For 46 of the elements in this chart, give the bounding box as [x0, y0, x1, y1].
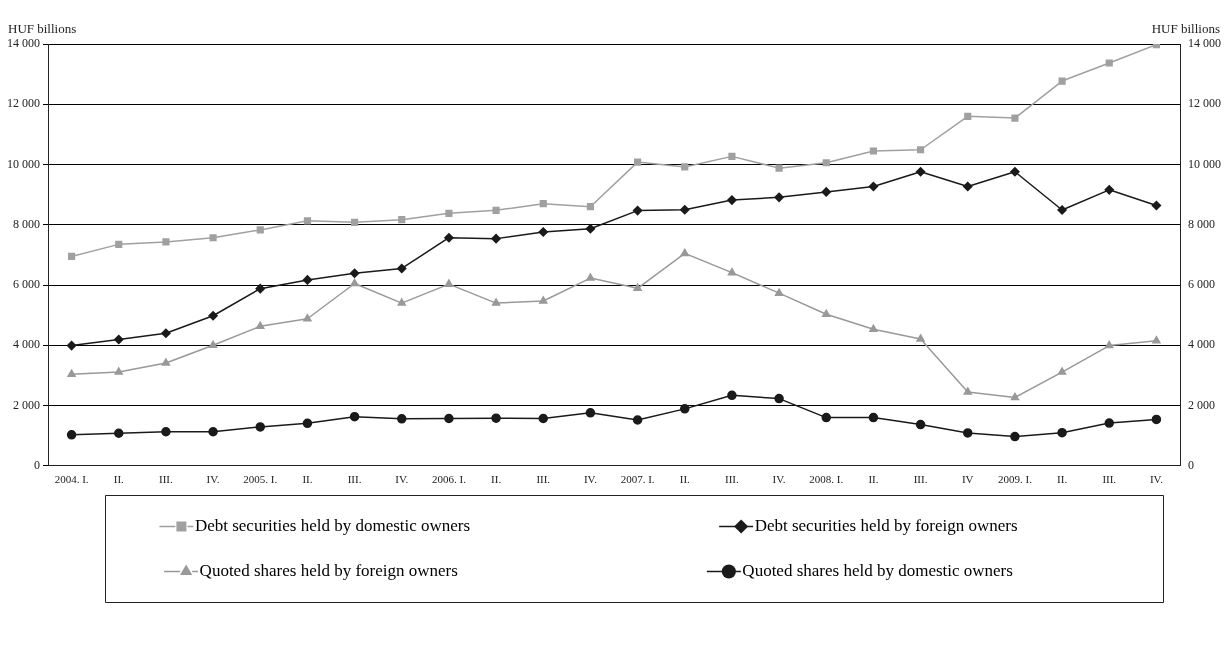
x-tick-label: II.: [679, 473, 691, 486]
x-tick-label: IV.: [583, 473, 598, 486]
x-tick-label: II.: [1057, 473, 1068, 486]
x-tick-label: II.: [491, 473, 502, 486]
y2-tick-label: 4 000: [1188, 337, 1215, 352]
x-tick-label: IV: [961, 473, 974, 486]
y-tick-label: 8 000: [13, 216, 40, 231]
x-tick-label: IV.: [772, 473, 786, 486]
x-tick-label: III.: [725, 473, 740, 486]
x-tick-label: 2004. I.: [54, 473, 89, 486]
x-tick-label: 2008. I.: [809, 473, 844, 486]
x-tick-label: III.: [536, 473, 551, 486]
y2-tick-label: 10 000: [1188, 156, 1221, 171]
y-tick-label: 6 000: [13, 277, 40, 292]
y-tick-label: 10 000: [7, 156, 40, 171]
x-tick-label: IV.: [395, 473, 409, 486]
y2-tick-label: 12 000: [1188, 96, 1221, 111]
x-tick-label: II.: [113, 473, 125, 486]
y2-tick-label: 6 000: [1188, 277, 1215, 292]
legend-label: Debt securities held by foreign owners: [754, 515, 1052, 535]
y-tick-label: 12 000: [7, 96, 40, 111]
legend-label: Debt securities held by domestic owners: [194, 515, 709, 535]
x-tick-label: 2007. I.: [620, 473, 655, 486]
x-tick-label: 2006. I.: [431, 473, 467, 486]
x-tick-label: II.: [868, 473, 879, 486]
x-tick-label: IV.: [1149, 473, 1164, 486]
x-tick-label: 2005. I.: [243, 473, 278, 486]
y-tick-label: 0: [34, 457, 40, 472]
x-tick-label: III.: [1102, 473, 1117, 486]
x-tick-label: IV.: [206, 473, 220, 486]
y2-tick-label: 8 000: [1188, 216, 1215, 231]
x-tick-label: 2009. I.: [997, 473, 1033, 486]
x-tick-label: III.: [159, 473, 174, 486]
legend-label: Quoted shares held by foreign owners: [199, 560, 696, 580]
x-tick-label: II.: [302, 473, 313, 486]
y2-tick-label: 14 000: [1188, 36, 1221, 51]
x-tick-label: III.: [347, 473, 362, 486]
y-tick-label: 2 000: [13, 397, 40, 412]
legend-label: Quoted shares held by domestic owners: [742, 560, 1047, 580]
y-axis-title: HUF billions: [8, 20, 77, 36]
y2-tick-label: 2 000: [1188, 397, 1215, 412]
y2-tick-label: 0: [1188, 457, 1194, 472]
x-tick-label: III.: [913, 473, 928, 486]
y-tick-label: 4 000: [13, 337, 40, 352]
y2-axis-title: HUF billions: [1151, 20, 1220, 36]
y-tick-label: 14 000: [7, 36, 40, 51]
